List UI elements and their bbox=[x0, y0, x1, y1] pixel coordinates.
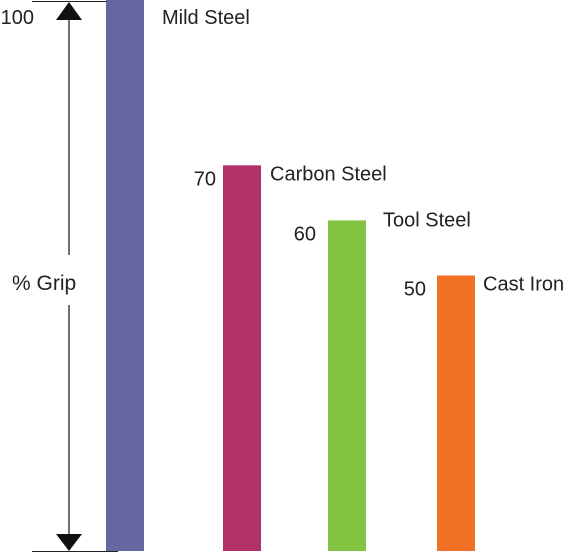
bar-mild-steel bbox=[106, 0, 144, 551]
category-label-carbon-steel: Carbon Steel bbox=[270, 163, 387, 185]
bar-tool-steel bbox=[328, 220, 366, 551]
bar-carbon-steel bbox=[223, 165, 261, 552]
category-label-cast-iron: Cast Iron bbox=[483, 274, 564, 296]
category-label-tool-steel: Tool Steel bbox=[383, 209, 471, 231]
y-axis: % Grip bbox=[12, 1, 118, 552]
bar-cast-iron bbox=[437, 275, 475, 551]
y-axis-label: % Grip bbox=[12, 272, 76, 295]
up-arrow-icon bbox=[56, 2, 82, 20]
value-label-carbon-steel: 70 bbox=[194, 168, 216, 190]
down-arrow-icon bbox=[56, 534, 82, 551]
category-label-mild-steel: Mild Steel bbox=[162, 7, 250, 29]
value-label-mild-steel: 100 bbox=[1, 7, 34, 29]
value-label-tool-steel: 60 bbox=[294, 223, 316, 245]
value-label-cast-iron: 50 bbox=[404, 279, 426, 301]
